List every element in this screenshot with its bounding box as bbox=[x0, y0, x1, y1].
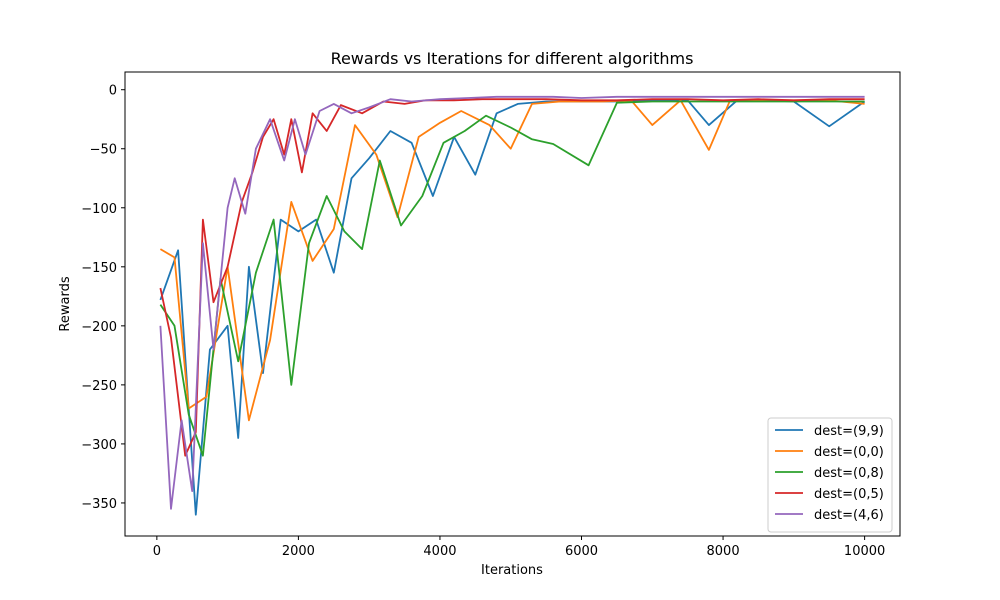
y-tick-label: 0 bbox=[109, 84, 117, 99]
legend-label: dest=(9,9) bbox=[814, 424, 884, 439]
y-axis: 0 −50 −100 −150 −200 −250 −300 −350 bbox=[81, 84, 125, 512]
y-tick-label: −150 bbox=[81, 261, 117, 276]
y-tick-label: −300 bbox=[81, 438, 117, 453]
series-line-5 bbox=[159, 95, 865, 510]
legend-label: dest=(0,5) bbox=[814, 487, 884, 502]
x-axis: 0 2000 4000 6000 8000 10000 bbox=[153, 536, 885, 559]
legend-label: dest=(0,0) bbox=[814, 445, 884, 460]
x-tick-label: 6000 bbox=[565, 544, 598, 559]
y-tick-label: −350 bbox=[81, 497, 117, 512]
series-line-3 bbox=[159, 100, 865, 457]
plot-lines bbox=[159, 95, 866, 516]
legend-box bbox=[767, 417, 893, 533]
legend: dest=(9,9) dest=(0,0) dest=(0,8) dest=(0,5)… bbox=[767, 417, 893, 533]
x-tick-label: 8000 bbox=[707, 544, 740, 559]
x-tick-label: 10000 bbox=[844, 544, 885, 559]
x-tick-label: 0 bbox=[153, 544, 161, 559]
x-tick-label: 2000 bbox=[282, 544, 315, 559]
y-axis-title: Rewards bbox=[58, 276, 73, 331]
legend-label: dest=(4,6) bbox=[814, 508, 884, 523]
plot-frame bbox=[124, 71, 901, 537]
series-line-2 bbox=[159, 99, 865, 422]
y-tick-label: −50 bbox=[90, 143, 117, 158]
x-axis-title: Iterations bbox=[481, 563, 543, 578]
chart-title: Rewards vs Iterations for different algo… bbox=[331, 49, 694, 68]
y-tick-label: −200 bbox=[81, 320, 117, 335]
y-tick-label: −100 bbox=[81, 202, 117, 217]
legend-label: dest=(0,8) bbox=[814, 466, 884, 481]
series-line-1 bbox=[159, 99, 866, 516]
y-tick-label: −250 bbox=[81, 379, 117, 394]
x-tick-label: 4000 bbox=[423, 544, 456, 559]
